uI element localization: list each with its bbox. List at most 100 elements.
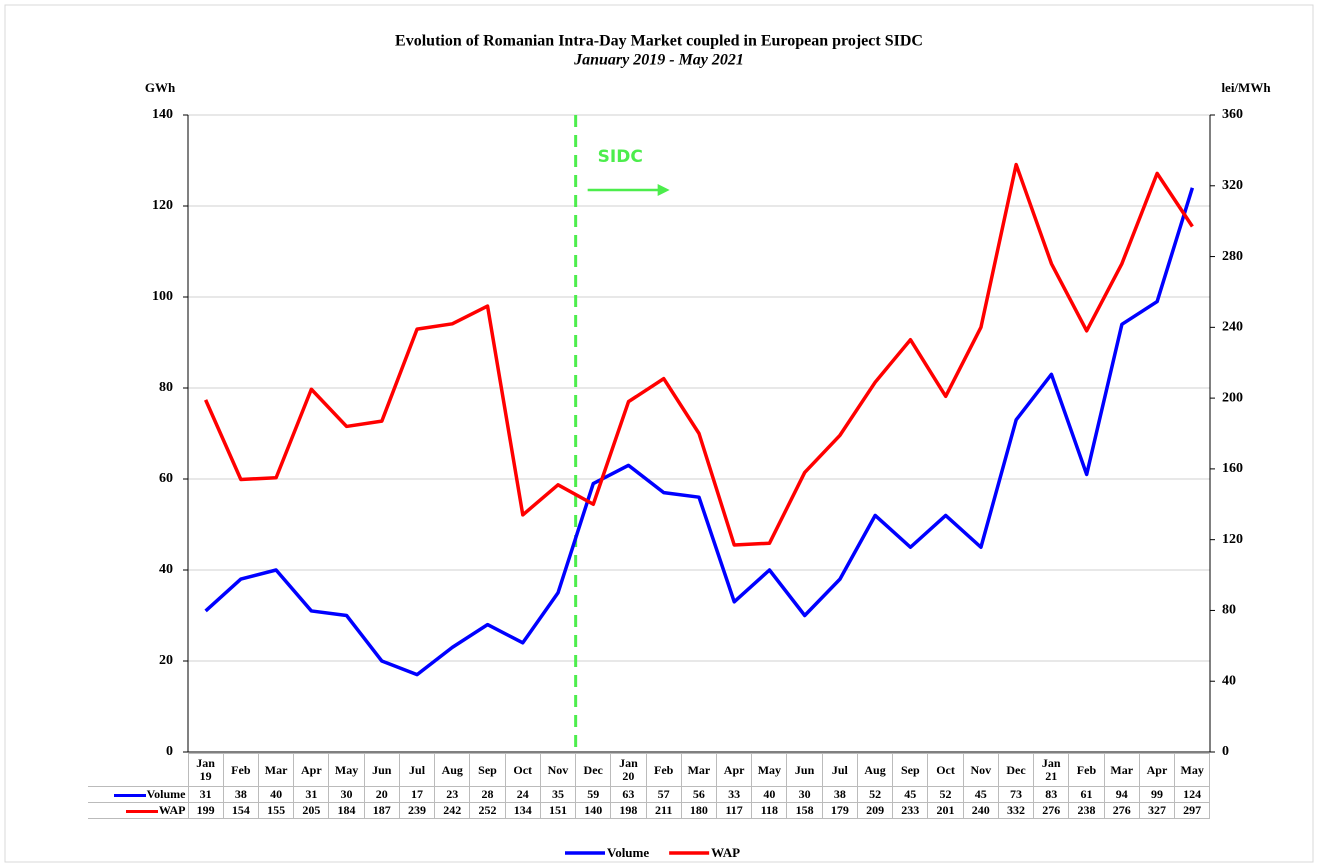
table-value: 124 [1174, 786, 1211, 803]
x-tick-label: Feb [222, 753, 259, 787]
table-value: 30 [328, 786, 365, 803]
table-cell [88, 754, 188, 787]
x-tick-label: Sep [892, 753, 929, 787]
y2-tick-label: 80 [1222, 603, 1236, 618]
x-tick-label: Jan 19 [187, 753, 224, 787]
table-value: 209 [856, 802, 894, 819]
x-tick-label: Apr [1138, 753, 1176, 787]
x-tick-label: Jun [786, 753, 823, 787]
table-value: 38 [821, 786, 858, 803]
x-tick-label: Feb [1068, 753, 1105, 787]
table-value: 332 [997, 802, 1035, 819]
y-tick-label: 0 [166, 744, 173, 759]
table-value: 238 [1068, 802, 1105, 819]
x-tick-label: Jun [363, 753, 400, 787]
chart-subtitle: January 2019 - May 2021 [573, 52, 744, 69]
table-value: 276 [1033, 802, 1070, 819]
x-tick-label: Jan 21 [1033, 753, 1070, 787]
table-value: 297 [1174, 802, 1211, 819]
table-value: 239 [398, 802, 436, 819]
legend-swatch [113, 793, 146, 797]
x-tick-label: Aug [434, 753, 471, 787]
x-tick-label: Jul [398, 753, 436, 787]
table-value: 31 [187, 786, 224, 803]
table-value: 117 [716, 802, 753, 819]
table-value: 28 [469, 786, 506, 803]
data-table: Jan 19 Feb Mar Apr May Jun Jul Aug Sep Oct Nov Dec J… [88, 753, 1211, 819]
legend-label: Volume [607, 845, 649, 860]
table-value: 94 [1103, 786, 1140, 803]
table-value: 242 [434, 802, 471, 819]
x-tick-label: Oct [504, 753, 541, 787]
table-value: 63 [610, 786, 647, 803]
table-value: 276 [1103, 802, 1140, 819]
x-tick-label: May [328, 753, 365, 787]
y2-tick-label: 200 [1222, 390, 1243, 405]
annotation-arrowhead [657, 184, 670, 196]
table-value: 99 [1138, 786, 1176, 803]
series-name: WAP [158, 803, 186, 817]
table-value: 155 [257, 802, 295, 819]
x-tick-label: May [1174, 753, 1211, 787]
table-value: 30 [786, 786, 823, 803]
x-tick-label: Apr [293, 753, 330, 787]
y-tick-label: 40 [159, 562, 173, 577]
y-tick-label: 20 [159, 653, 173, 668]
table-value: 187 [363, 802, 400, 819]
table-value: 31 [293, 786, 330, 803]
y2-tick-label: 280 [1222, 249, 1243, 264]
x-tick-label: Jul [821, 753, 858, 787]
y2-tick-label: 320 [1222, 178, 1243, 193]
x-tick-label: Aug [856, 753, 894, 787]
table-row: WAP 199 154 155 205 184 187 239 242 252 134 151 140 1… [88, 802, 1211, 819]
x-tick-label: Mar [1103, 753, 1140, 787]
y-axis-title: GWh [145, 80, 176, 95]
table-value: 211 [645, 802, 682, 819]
table-value: 52 [856, 786, 894, 803]
y2-tick-label: 240 [1222, 320, 1243, 335]
line-series [204, 162, 1194, 547]
table-value: 59 [575, 786, 612, 803]
y2-tick-label: 360 [1222, 107, 1243, 122]
x-tick-label: Sep [469, 753, 506, 787]
table-value: 40 [751, 786, 788, 803]
x-tick-label: Nov [962, 753, 999, 787]
table-value: 40 [257, 786, 295, 803]
table-row: Jan 19 Feb Mar Apr May Jun Jul Aug Sep Oct Nov Dec J… [88, 753, 1211, 787]
y-tick-label: 120 [152, 198, 173, 213]
table-value: 151 [539, 802, 577, 819]
table-value: 154 [222, 802, 259, 819]
line-series [204, 187, 1195, 677]
table-value: 201 [927, 802, 964, 819]
x-tick-label: Mar [257, 753, 295, 787]
x-tick-label: Dec [997, 753, 1035, 787]
legend-label: WAP [711, 845, 740, 860]
table-value: 73 [997, 786, 1035, 803]
y-tick-label: 140 [152, 107, 173, 122]
y2-tick-label: 160 [1222, 461, 1243, 476]
x-tick-label: Nov [539, 753, 577, 787]
chart-title: Evolution of Romanian Intra-Day Market c… [395, 33, 923, 50]
table-value: 45 [892, 786, 929, 803]
table-value: 240 [962, 802, 999, 819]
table-value: 38 [222, 786, 259, 803]
chart-border [4, 4, 1314, 863]
table-value: 134 [504, 802, 541, 819]
table-value: 45 [962, 786, 999, 803]
table-value: 118 [751, 802, 788, 819]
table-value: 233 [892, 802, 929, 819]
x-tick-label: Jan 20 [610, 753, 647, 787]
table-value: 199 [187, 802, 224, 819]
y2-tick-label: 40 [1222, 673, 1236, 688]
y2-tick-label: 0 [1222, 744, 1229, 759]
y-tick-label: 60 [159, 471, 173, 486]
y2-axis-title: lei/MWh [1221, 80, 1271, 95]
table-value: 327 [1138, 802, 1176, 819]
table-value: 20 [363, 786, 400, 803]
table-value: 198 [610, 802, 647, 819]
table-value: 35 [539, 786, 577, 803]
table-value: 140 [575, 802, 612, 819]
table-value: 57 [645, 786, 682, 803]
